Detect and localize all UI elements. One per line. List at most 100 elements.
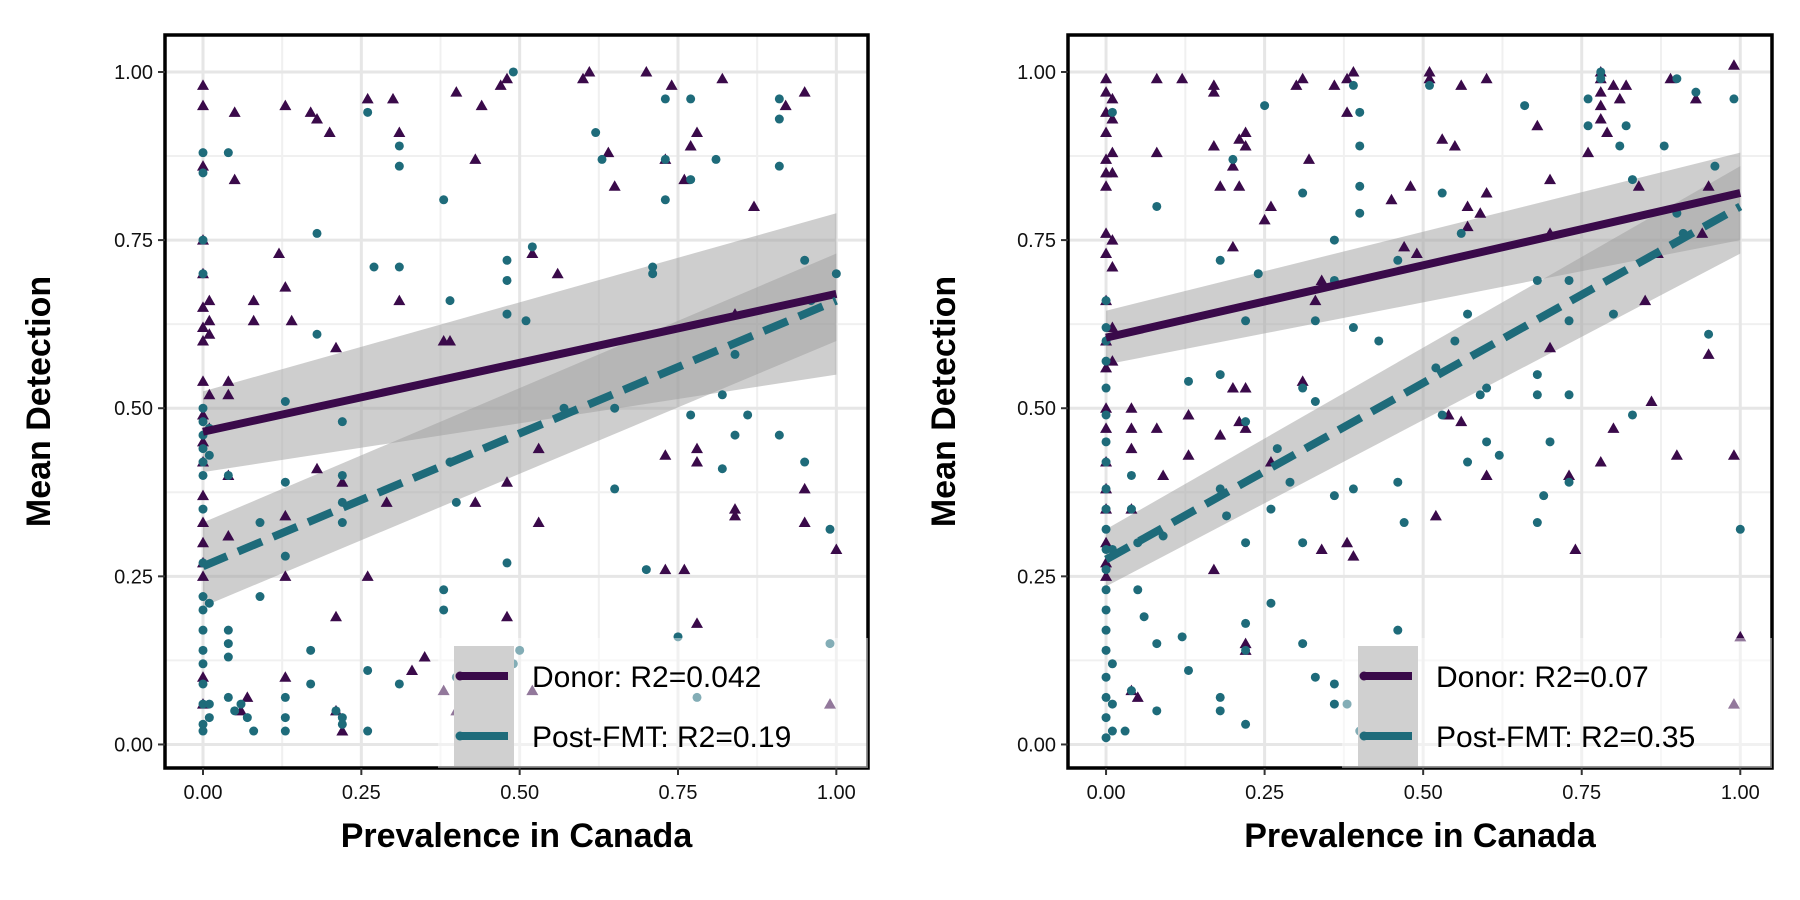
post-point: [730, 349, 740, 359]
post-point: [223, 652, 233, 662]
post-point: [1532, 370, 1542, 380]
post-point: [1621, 121, 1631, 131]
post-point: [774, 430, 784, 440]
donor-legend-label: Donor: R2=0.07: [1436, 661, 1649, 694]
post-point: [1596, 74, 1606, 84]
donor-point: [1689, 92, 1702, 104]
donor-point: [203, 314, 216, 326]
donor-point: [418, 651, 431, 662]
donor-point: [551, 267, 564, 279]
donor-point: [203, 328, 216, 339]
donor-point: [1150, 146, 1163, 158]
post-point: [1608, 309, 1618, 319]
post-point: [1583, 94, 1593, 104]
post-point: [1298, 383, 1308, 393]
post-point: [1158, 531, 1168, 541]
donor-point: [1607, 422, 1620, 433]
post-point: [1107, 699, 1117, 709]
donor-point: [1226, 160, 1239, 171]
post-point: [1272, 444, 1282, 454]
post-point: [1126, 686, 1136, 696]
donor-point: [678, 563, 691, 575]
post-point: [1152, 201, 1162, 211]
post-point: [1437, 410, 1447, 420]
post-point: [198, 269, 208, 279]
donor-point: [1214, 180, 1227, 191]
donor-point: [336, 725, 349, 736]
donor-point: [1474, 207, 1487, 218]
donor-point: [279, 671, 292, 682]
donor-point: [1207, 79, 1220, 90]
donor-point: [1385, 193, 1398, 205]
donor-point: [1100, 402, 1113, 413]
donor-point: [1207, 563, 1220, 575]
post-point: [1545, 437, 1555, 447]
donor-point: [1100, 126, 1113, 138]
post-point: [502, 558, 512, 568]
y-tick-label: 0.50: [114, 398, 153, 420]
donor-point: [1480, 72, 1493, 84]
donor-point: [304, 106, 317, 117]
donor-point: [1448, 139, 1461, 151]
donor-point: [228, 173, 241, 185]
post-point: [1152, 639, 1162, 649]
post-point: [337, 417, 347, 427]
donor-point: [1100, 422, 1113, 433]
post-point: [1107, 659, 1117, 669]
post-point: [730, 430, 740, 440]
donor-point: [228, 106, 241, 117]
donor-point: [1100, 247, 1113, 259]
post-point: [198, 605, 208, 615]
donor-point: [1264, 200, 1277, 211]
post-legend-key-dot: [455, 731, 465, 741]
post-point: [1532, 518, 1542, 528]
post-legend-label: Post-FMT: R2=0.19: [532, 721, 791, 754]
donor-point: [1461, 200, 1474, 211]
post-point: [331, 706, 341, 716]
post-point: [198, 679, 208, 689]
post-point: [1241, 417, 1251, 427]
donor-point: [197, 375, 209, 386]
donor-point: [1100, 86, 1113, 97]
post-point: [439, 585, 449, 595]
post-point: [280, 713, 290, 723]
donor-legend-key-dot: [1359, 671, 1369, 681]
donor-point: [659, 449, 672, 460]
donor-point: [532, 516, 545, 528]
post-point: [717, 390, 727, 400]
donor-point: [241, 691, 254, 702]
panel-border: [1066, 33, 1774, 770]
post-point: [363, 726, 373, 736]
post-point: [1329, 679, 1339, 689]
donor-point: [824, 698, 836, 709]
y-tick-label: 0.00: [114, 734, 153, 756]
donor-point: [1176, 72, 1189, 84]
post-point: [1177, 632, 1187, 642]
x-tick-label: 0.25: [1245, 782, 1284, 804]
donor-point: [1410, 247, 1423, 259]
post-point: [1101, 565, 1111, 575]
post-point: [1672, 74, 1682, 84]
post-point: [1152, 706, 1162, 716]
post-point: [1425, 80, 1435, 90]
post-point: [306, 645, 316, 655]
donor-point: [1125, 402, 1138, 413]
post-point: [198, 444, 208, 454]
post-point: [1241, 316, 1251, 326]
donor-point: [1239, 139, 1252, 151]
post-point: [223, 692, 233, 702]
donor-point: [1303, 153, 1316, 164]
post-point: [508, 67, 518, 77]
post-point: [198, 417, 208, 427]
post-point: [1222, 511, 1232, 521]
donor-point: [336, 476, 349, 487]
post-point: [1215, 692, 1225, 702]
post-point: [198, 235, 208, 245]
donor-point: [1290, 79, 1303, 90]
post-point: [1355, 141, 1365, 151]
x-tick-label: 0.00: [184, 782, 223, 804]
post-point: [648, 262, 658, 272]
donor-point: [1315, 274, 1328, 285]
post-point: [236, 699, 246, 709]
post-point: [1107, 726, 1117, 736]
